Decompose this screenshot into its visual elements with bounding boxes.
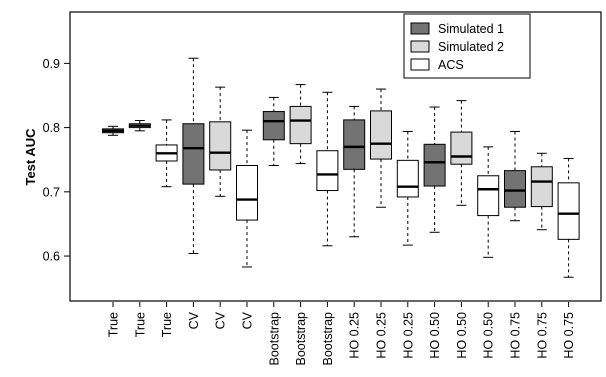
legend-label: ACS [438, 58, 464, 72]
x-tick-label: Bootstrap [294, 312, 308, 366]
y-tick-label: 0.7 [43, 185, 60, 199]
box-2 [128, 120, 151, 132]
iqr-box [370, 110, 392, 160]
legend-swatch [410, 22, 430, 35]
iqr-box [209, 121, 232, 171]
x-tick-label: HO 0.25 [348, 312, 362, 359]
plot-frame [69, 11, 602, 302]
iqr-box [262, 111, 285, 141]
x-tick-label: Bootstrap [321, 312, 335, 366]
legend-swatch [410, 40, 430, 53]
x-tick-label: HO 0.75 [562, 312, 576, 359]
legend: Simulated 1 Simulated 2 ACS [403, 13, 531, 79]
x-tick-label: HO 0.75 [535, 312, 549, 359]
y-tick-label: 0.8 [43, 121, 60, 135]
x-tick-label: HO 0.25 [375, 312, 389, 359]
y-axis-title: Test AUC [23, 128, 38, 186]
x-tick-label: True [160, 312, 174, 337]
iqr-box [182, 123, 205, 185]
iqr-box [504, 170, 526, 208]
iqr-box [316, 150, 339, 192]
box-4 [182, 57, 205, 254]
x-tick-label: CV [187, 311, 201, 329]
y-tick-label: 0.9 [43, 57, 60, 71]
box-17 [530, 152, 553, 231]
iqr-box [343, 119, 366, 170]
x-tick-label: CV [214, 311, 228, 329]
box-3 [155, 119, 178, 188]
box-18 [557, 157, 580, 278]
box-10 [343, 105, 366, 238]
box-1 [102, 125, 124, 136]
box-6 [236, 129, 258, 268]
iqr-box [236, 164, 258, 221]
box-5 [209, 86, 232, 197]
box-11 [370, 88, 392, 208]
box-15 [477, 146, 500, 258]
iqr-box [396, 159, 419, 198]
iqr-box [423, 143, 446, 187]
iqr-box [289, 105, 312, 145]
iqr-box [530, 166, 553, 208]
x-tick-label: HO 0.75 [509, 312, 523, 359]
box-16 [504, 130, 526, 222]
y-tick-label: 0.6 [43, 250, 60, 264]
legend-swatch [410, 58, 430, 71]
box-12 [396, 130, 419, 246]
iqr-box [557, 182, 580, 240]
x-tick-label: CV [241, 311, 255, 329]
x-tick-label: HO 0.50 [482, 312, 496, 359]
iqr-box [450, 131, 473, 165]
x-tick-label: HO 0.25 [401, 312, 415, 359]
x-tick-label: True [107, 312, 121, 337]
x-tick-label: HO 0.50 [428, 312, 442, 359]
legend-label: Simulated 2 [438, 40, 504, 54]
box-14 [450, 100, 473, 206]
box-8 [289, 84, 312, 165]
box-9 [316, 91, 339, 247]
x-tick-label: True [133, 312, 147, 337]
box-7 [262, 96, 285, 166]
x-tick-label: Bootstrap [267, 312, 281, 366]
legend-label: Simulated 1 [438, 22, 504, 36]
box-13 [423, 106, 446, 233]
iqr-box [477, 175, 500, 217]
x-tick-label: HO 0.50 [455, 312, 469, 359]
